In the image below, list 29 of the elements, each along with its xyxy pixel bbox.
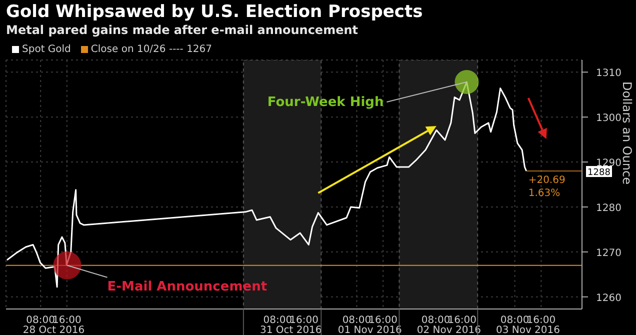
x-tick-label: 08:00 [263, 315, 292, 326]
y-axis-title: Dollars an Ounce [620, 81, 634, 184]
chart-title: Gold Whipsawed by U.S. Election Prospects [6, 2, 423, 22]
x-tick-label: 08:00 [500, 315, 530, 326]
text: 28 Oct 2016 [22, 325, 85, 335]
text: 02 Nov 2016 [416, 325, 481, 335]
legend-label: Close on 10/26 ---- 1267 [90, 44, 212, 55]
x-tick-label: 16:00 [526, 315, 556, 326]
text: 01 Nov 2016 [338, 325, 402, 335]
annotation: +20.69 [528, 175, 566, 186]
y-tick-label: 1270 [596, 248, 622, 259]
text: 03 Nov 2016 [496, 325, 560, 335]
y-tick-label: 1260 [596, 292, 622, 304]
y-tick-label: 1310 [596, 68, 622, 80]
x-tick-label: 08:00 [26, 315, 55, 326]
y-tick-label: 1280 [596, 202, 622, 214]
y-tick-label: 1300 [596, 113, 622, 124]
annotation: E-Mail Announcement [107, 279, 268, 294]
annotation: Four-Week High [267, 95, 384, 110]
x-tick-label: 16:00 [368, 315, 398, 326]
annotation: 1.63% [528, 188, 560, 200]
x-tick-label: 16:00 [290, 315, 318, 326]
chart-subtitle: Metal pared gains made after e-mail announcement [6, 23, 358, 37]
text: 31 Oct 2016 [260, 325, 322, 335]
x-tick-label: 16:00 [448, 315, 477, 326]
x-tick-label: 08:00 [342, 315, 372, 326]
x-tick-label: 16:00 [52, 315, 82, 326]
legend-label: Spot Gold [21, 44, 71, 55]
x-tick-label: 08:00 [421, 315, 450, 326]
